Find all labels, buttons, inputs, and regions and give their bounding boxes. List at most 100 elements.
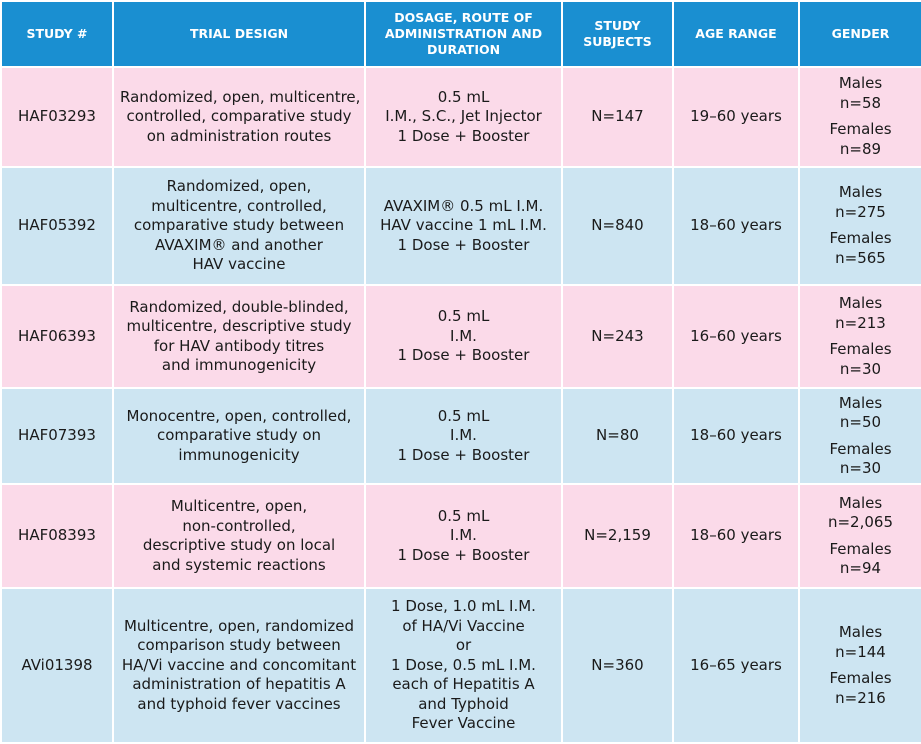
- design-line: comparison study between: [137, 636, 341, 655]
- header-subjects-line: SUBJECTS: [583, 34, 652, 49]
- females-count: n=216: [835, 688, 886, 707]
- females-label: Females: [829, 340, 892, 359]
- males-label: Males: [838, 493, 883, 512]
- females-label: Females: [829, 539, 892, 558]
- males-label: Males: [838, 623, 883, 642]
- header-subjects-line: STUDY: [594, 18, 641, 33]
- table-row: AVi01398 Multicentre, open, randomized c…: [2, 589, 921, 742]
- table-row: HAF07393 Monocentre, open, controlled, c…: [2, 388, 921, 484]
- females-block: Females n=565: [806, 229, 915, 268]
- females-count: n=565: [835, 248, 886, 267]
- trial-design-cell: Multicentre, open, randomized comparison…: [114, 589, 364, 742]
- design-line: AVAXIM® and another: [155, 235, 323, 254]
- age-range-cell: 16–60 years: [674, 286, 798, 387]
- study-number-cell: HAF07393: [2, 388, 112, 484]
- design-line: Multicentre, open,: [170, 497, 308, 516]
- design-line: Randomized, open, multicentre,: [120, 87, 361, 106]
- males-block: Males n=144: [806, 623, 915, 662]
- dosage-line: I.M.: [450, 526, 477, 545]
- males-block: Males n=213: [806, 294, 915, 333]
- design-line: comparative study between: [133, 216, 345, 235]
- design-line: controlled, comparative study: [126, 107, 352, 126]
- header-row: STUDY # TRIAL DESIGN DOSAGE, ROUTE OF AD…: [2, 2, 921, 66]
- design-line: HAV vaccine: [192, 255, 286, 274]
- age-range-cell: 18–60 years: [674, 485, 798, 588]
- dosage-line: 1 Dose + Booster: [397, 445, 530, 464]
- dosage-line: 1 Dose + Booster: [397, 346, 530, 365]
- dosage-line: and Typhoid: [418, 694, 509, 713]
- design-line: comparative study on: [156, 426, 322, 445]
- females-label: Females: [829, 120, 892, 139]
- trial-design-cell: Randomized, open, multicentre, controlle…: [114, 68, 364, 166]
- design-line: and typhoid fever vaccines: [137, 694, 341, 713]
- dosage-line: 1 Dose, 0.5 mL I.M.: [391, 655, 536, 674]
- design-line: Randomized, open,: [166, 177, 312, 196]
- study-number-cell: HAF03293: [2, 68, 112, 166]
- dosage-line: HAV vaccine 1 mL I.M.: [380, 216, 547, 235]
- trial-design-cell: Monocentre, open, controlled, comparativ…: [114, 388, 364, 484]
- males-label: Males: [838, 294, 883, 313]
- header-dosage-line: DOSAGE, ROUTE OF: [394, 10, 533, 25]
- study-number-cell: HAF08393: [2, 485, 112, 588]
- females-block: Females n=216: [806, 669, 915, 708]
- study-subjects-cell: N=360: [563, 589, 672, 742]
- header-dosage-line: DURATION: [426, 42, 501, 57]
- females-count: n=30: [839, 359, 882, 378]
- trial-design-cell: Randomized, double-blinded, multicentre,…: [114, 286, 364, 387]
- header-age-range: AGE RANGE: [674, 2, 798, 66]
- study-subjects-cell: N=840: [563, 167, 672, 285]
- design-line: multicentre, controlled,: [151, 196, 327, 215]
- study-number-cell: AVi01398: [2, 589, 112, 742]
- gender-cell: Males n=144 Females n=216: [800, 589, 921, 742]
- age-range-cell: 19–60 years: [674, 68, 798, 166]
- dosage-line: 0.5 mL: [437, 87, 490, 106]
- females-label: Females: [829, 669, 892, 688]
- males-count: n=2,065: [827, 513, 894, 532]
- males-label: Males: [838, 183, 883, 202]
- males-block: Males n=50: [806, 394, 915, 433]
- header-study-number: STUDY #: [2, 2, 112, 66]
- females-block: Females n=89: [806, 120, 915, 159]
- dosage-cell: AVAXIM® 0.5 mL I.M. HAV vaccine 1 mL I.M…: [366, 167, 561, 285]
- table-row: HAF03293 Randomized, open, multicentre, …: [2, 68, 921, 166]
- gender-cell: Males n=2,065 Females n=94: [800, 485, 921, 588]
- design-line: for HAV antibody titres: [153, 336, 325, 355]
- dosage-line: 0.5 mL: [437, 506, 490, 525]
- dosage-line: Fever Vaccine: [411, 714, 516, 733]
- dosage-line: 1 Dose, 1.0 mL I.M.: [391, 597, 536, 616]
- study-subjects-cell: N=80: [563, 388, 672, 484]
- females-label: Females: [829, 439, 892, 458]
- design-line: multicentre, descriptive study: [126, 317, 352, 336]
- females-block: Females n=30: [806, 440, 915, 479]
- dosage-line: I.M., S.C., Jet Injector: [385, 107, 542, 126]
- design-line: immunogenicity: [178, 445, 300, 464]
- design-line: descriptive study on local: [142, 536, 336, 555]
- males-count: n=144: [835, 642, 886, 661]
- header-gender: GENDER: [800, 2, 921, 66]
- dosage-cell: 0.5 mL I.M. 1 Dose + Booster: [366, 388, 561, 484]
- females-count: n=89: [839, 139, 882, 158]
- design-line: HA/Vi vaccine and concomitant: [121, 655, 357, 674]
- dosage-line: I.M.: [450, 426, 477, 445]
- header-dosage: DOSAGE, ROUTE OF ADMINISTRATION AND DURA…: [366, 2, 561, 66]
- gender-cell: Males n=213 Females n=30: [800, 286, 921, 387]
- dosage-line: of HA/Vi Vaccine: [402, 616, 525, 635]
- dosage-cell: 0.5 mL I.M. 1 Dose + Booster: [366, 485, 561, 588]
- design-line: Monocentre, open, controlled,: [126, 406, 352, 425]
- design-line: and systemic reactions: [152, 555, 326, 574]
- trial-design-cell: Multicentre, open, non-controlled, descr…: [114, 485, 364, 588]
- table-row: HAF05392 Randomized, open, multicentre, …: [2, 167, 921, 285]
- trial-design-cell: Randomized, open, multicentre, controlle…: [114, 167, 364, 285]
- gender-cell: Males n=58 Females n=89: [800, 68, 921, 166]
- dosage-line: 0.5 mL: [437, 406, 490, 425]
- dosage-line: I.M.: [450, 326, 477, 345]
- age-range-cell: 18–60 years: [674, 388, 798, 484]
- dosage-line: 1 Dose + Booster: [397, 235, 530, 254]
- dosage-line: 0.5 mL: [437, 307, 490, 326]
- header-dosage-line: ADMINISTRATION AND: [384, 26, 543, 41]
- dosage-cell: 1 Dose, 1.0 mL I.M. of HA/Vi Vaccine or …: [366, 589, 561, 742]
- females-count: n=94: [839, 559, 882, 578]
- females-block: Females n=94: [806, 540, 915, 579]
- design-line: and immunogenicity: [161, 356, 317, 375]
- study-number-cell: HAF06393: [2, 286, 112, 387]
